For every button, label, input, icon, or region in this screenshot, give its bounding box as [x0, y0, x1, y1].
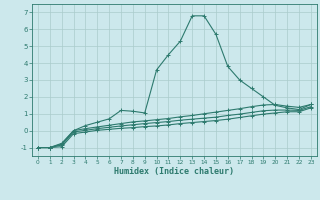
X-axis label: Humidex (Indice chaleur): Humidex (Indice chaleur) [115, 167, 234, 176]
